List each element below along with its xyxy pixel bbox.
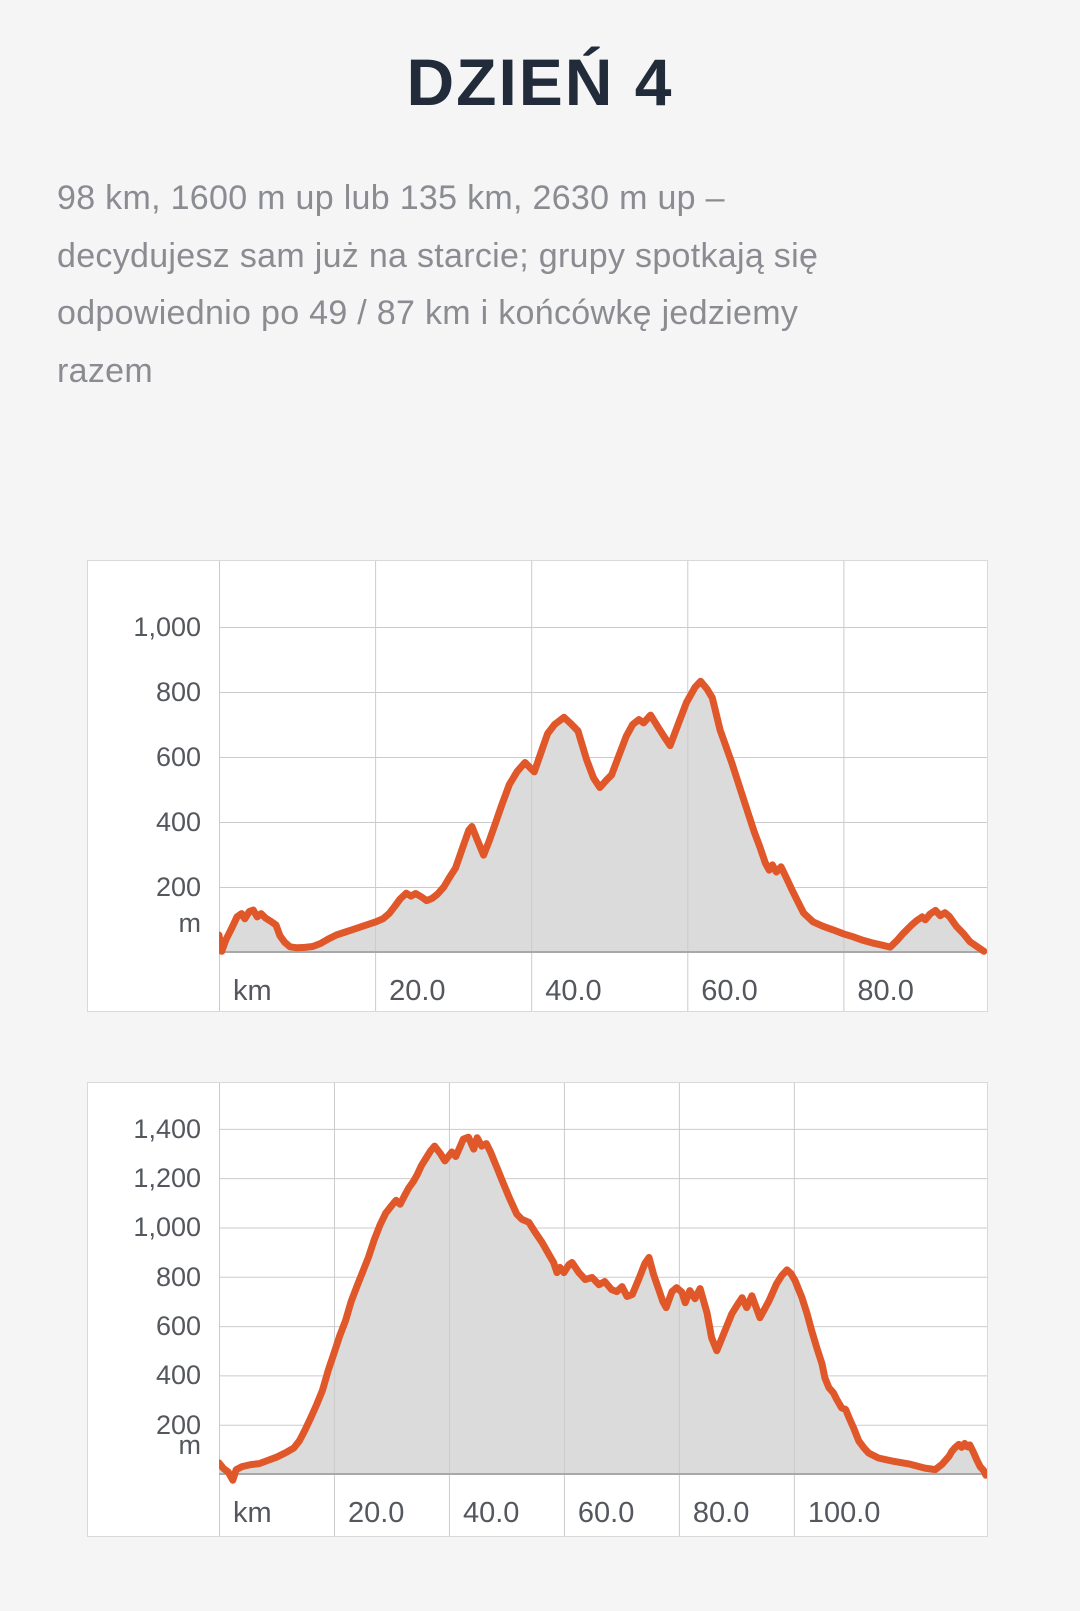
elevation-line [219,677,987,955]
elevation-plot [219,561,987,1011]
x-axis-tick-label: 40.0 [462,1497,520,1529]
x-axis-tick-label: 60.0 [577,1497,635,1529]
elevation-line [219,1133,987,1484]
y-axis-tick-label: 400 [155,806,201,837]
page-title: DZIEŃ 4 [406,45,674,119]
x-axis-tick-label: 80.0 [857,975,914,1007]
x-axis-tick-label: 40.0 [545,975,602,1007]
x-axis-tick-label: 20.0 [347,1497,405,1529]
y-axis-tick-label: 1,000 [133,611,201,642]
x-axis-tick-label: 20.0 [389,975,446,1007]
y-axis-unit-label: m [178,908,202,938]
intro-line: 98 km, 1600 m up lub 135 km, 2630 m up – [57,179,725,217]
intro-paragraph: 98 km, 1600 m up lub 135 km, 2630 m up –… [57,170,1017,400]
x-axis-tick-label: 60.0 [701,975,758,1007]
y-axis-tick-label: 200 [155,1409,201,1440]
y-axis-tick-label: 800 [155,1261,201,1292]
x-axis-tick-label: 80.0 [692,1497,750,1529]
y-axis-tick-label: 1,000 [133,1212,201,1243]
elevation-area-fill [219,681,984,952]
intro-line: razem [57,351,153,390]
x-axis-unit-label: km [233,975,272,1007]
intro-line: decydujesz sam już na starcie; grupy spo… [57,236,819,275]
intro-line: odpowiednio po 49 / 87 km i końcówkę jed… [57,294,799,332]
y-axis-tick-label: 600 [155,741,201,772]
y-axis-tick-label: 800 [155,676,201,707]
y-axis-tick-label: 600 [155,1311,201,1342]
x-axis-unit-label: km [233,1497,272,1529]
x-axis-tick-label: 100.0 [807,1497,881,1529]
elevation-plot [219,1083,987,1536]
elevation-chart-long-route: 200 400 600 800 1,000 1,200 1,400 m km 20.0 40.0 60… [87,1082,988,1537]
y-axis-tick-label: 200 [155,871,201,902]
y-axis-unit-label: m [178,1430,202,1460]
elevation-chart-short-route: 200 400 600 800 1,000 m km 20.0 40.0 60.0 80.0 [87,560,988,1012]
y-axis-tick-label: 400 [155,1360,201,1391]
y-axis-tick-label: 1,200 [133,1163,201,1194]
y-axis-tick-label: 1,400 [133,1113,201,1144]
